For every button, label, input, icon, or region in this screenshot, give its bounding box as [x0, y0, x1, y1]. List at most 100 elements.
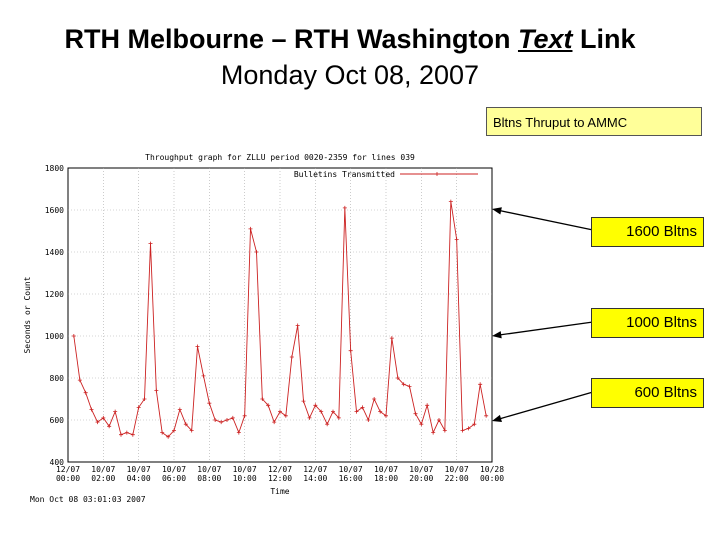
data-point [407, 384, 412, 389]
arrow-1000 [499, 321, 594, 336]
data-point [130, 432, 135, 437]
data-point [183, 422, 188, 427]
data-point [336, 415, 341, 420]
x-tick-time: 14:00 [303, 474, 327, 483]
data-point [454, 237, 459, 242]
x-tick-time: 22:00 [445, 474, 469, 483]
data-point [295, 323, 300, 328]
slide-title: RTH Melbourne – RTH Washington Text Link [0, 24, 700, 55]
title-link-word: Text [517, 24, 573, 54]
data-point [325, 422, 330, 427]
arrow-1600-head [492, 207, 502, 215]
x-tick-time: 12:00 [268, 474, 292, 483]
arrow-1600 [499, 210, 594, 231]
data-point [278, 409, 282, 414]
data-point [166, 434, 171, 439]
y-tick-label: 1000 [45, 332, 64, 341]
data-point [331, 409, 335, 414]
data-point [213, 418, 218, 422]
x-tick-time: 00:00 [480, 474, 504, 483]
x-tick-date: 10/07 [91, 465, 115, 474]
data-point [372, 397, 377, 401]
data-point [384, 413, 388, 418]
arrow-600-head [492, 414, 502, 422]
data-point [266, 403, 271, 408]
data-point [283, 413, 288, 418]
x-tick-time: 10:00 [233, 474, 257, 483]
data-point [172, 428, 176, 433]
data-point [389, 336, 394, 341]
x-tick-date: 10/07 [162, 465, 186, 474]
data-point [313, 403, 318, 408]
data-point [425, 403, 430, 408]
data-point [201, 373, 206, 378]
data-point [413, 411, 418, 416]
data-point [207, 401, 212, 406]
chart-title: Throughput graph for ZLLU period 0020-23… [145, 153, 415, 162]
data-point [89, 407, 94, 412]
data-point [354, 409, 359, 414]
x-tick-date: 10/07 [445, 465, 469, 474]
data-point [95, 420, 100, 425]
title-suffix: Link [572, 24, 636, 54]
legend-label: Bulletins Transmitted [294, 170, 395, 179]
data-point [177, 407, 182, 412]
data-point [230, 415, 235, 420]
data-point [148, 241, 153, 246]
data-point [484, 413, 489, 418]
x-tick-date: 12/07 [268, 465, 292, 474]
data-point [448, 199, 453, 204]
x-axis-label: Time [270, 487, 289, 496]
data-point [189, 428, 194, 433]
y-tick-label: 800 [50, 374, 65, 383]
x-tick-time: 18:00 [374, 474, 398, 483]
data-point [419, 422, 424, 427]
data-point [378, 409, 383, 414]
callout-1600: 1600 Bltns [591, 217, 704, 247]
data-point [101, 415, 106, 420]
y-tick-label: 1800 [45, 164, 64, 173]
data-point [219, 420, 224, 425]
data-point [442, 428, 447, 433]
legend-marker [435, 172, 439, 176]
data-point [466, 426, 471, 431]
data-point [124, 430, 129, 435]
data-point [437, 418, 441, 422]
data-point [319, 409, 324, 414]
x-tick-time: 20:00 [409, 474, 433, 483]
data-point [301, 399, 306, 404]
data-point [360, 405, 365, 410]
chart-footer: Mon Oct 08 03:01:03 2007 [30, 495, 146, 504]
x-tick-time: 08:00 [197, 474, 221, 483]
x-tick-date: 10/07 [409, 465, 433, 474]
data-point [107, 424, 112, 429]
data-point [248, 226, 253, 231]
data-point [119, 432, 123, 437]
data-point [272, 420, 277, 425]
data-point [236, 430, 241, 435]
data-point [71, 334, 76, 338]
data-point [342, 205, 347, 210]
x-tick-date: 10/07 [127, 465, 151, 474]
y-tick-label: 1600 [45, 206, 64, 215]
x-tick-time: 06:00 [162, 474, 186, 483]
data-point [431, 430, 436, 435]
data-point [77, 378, 82, 383]
y-axis-label: Seconds or Count [23, 276, 32, 353]
data-point [113, 409, 118, 414]
data-point [254, 250, 259, 254]
data-point [260, 397, 265, 401]
data-point [348, 348, 353, 353]
ammc-label: Bltns Thruput to AMMC [486, 107, 702, 136]
data-point [307, 415, 312, 420]
data-point [460, 428, 465, 433]
y-tick-label: 400 [50, 458, 65, 467]
data-point [366, 418, 371, 422]
data-point [289, 355, 294, 359]
y-tick-label: 1400 [45, 248, 64, 257]
data-point [142, 397, 147, 401]
x-tick-time: 16:00 [339, 474, 363, 483]
x-tick-date: 10/07 [374, 465, 398, 474]
data-point [401, 382, 406, 387]
